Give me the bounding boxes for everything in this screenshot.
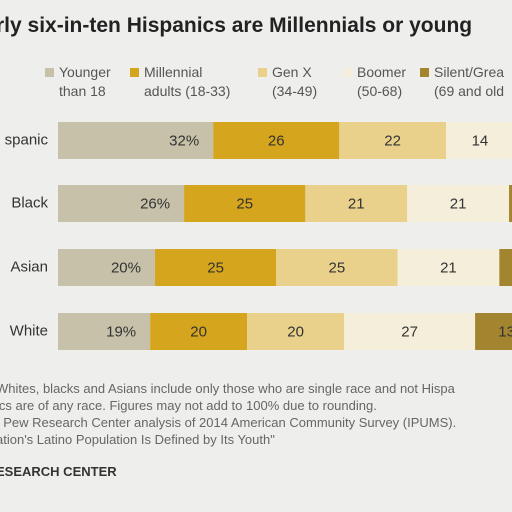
legend-entry: Millennial adults (18-33) [130, 63, 230, 101]
category-label: Black [11, 194, 48, 211]
category-label: Asian [10, 258, 48, 275]
value-label: 32% [169, 132, 199, 149]
legend-swatch [343, 68, 352, 77]
bar-segment [475, 313, 512, 350]
category-label: spanic [5, 131, 49, 148]
value-label: 14 [472, 132, 489, 149]
bar-segment [58, 249, 155, 286]
bar-segment [276, 249, 398, 286]
bar-segment [184, 185, 306, 222]
bar-segment [339, 122, 446, 159]
legend-entry: Younger than 18 [45, 63, 111, 101]
bar-segment [397, 249, 500, 286]
note-line: ics are of any race. Figures may not add… [0, 398, 377, 413]
value-label: 25 [207, 259, 224, 276]
category-label: White [10, 322, 48, 339]
legend-swatch [420, 68, 429, 77]
bar-segment [150, 313, 248, 350]
value-label: 21 [348, 195, 365, 212]
bar-segment [58, 313, 151, 350]
legend-swatch [45, 68, 54, 77]
bar-segment [499, 249, 512, 286]
bar-segment [446, 122, 512, 159]
note-line: : Pew Research Center analysis of 2014 A… [0, 415, 457, 430]
bar-segment [247, 313, 345, 350]
bar-segment [509, 185, 512, 222]
value-label: 22 [384, 132, 401, 149]
bar-segment [213, 122, 340, 159]
chart-title: rly six-in-ten Hispanics are Millennials… [0, 14, 473, 37]
legend-entry: Boomer (50-68) [343, 63, 406, 101]
bar-segment [344, 313, 476, 350]
value-label: 21 [450, 195, 467, 212]
footer: ESEARCH CENTER [0, 464, 117, 479]
value-label: 25 [329, 259, 346, 276]
note-line: Whites, blacks and Asians include only t… [0, 381, 455, 396]
bar-segment [58, 122, 214, 159]
value-label: 21 [440, 259, 457, 276]
bar-segment [58, 185, 185, 222]
legend-entry: Silent/Grea (69 and old [420, 63, 504, 101]
bar-segment [305, 185, 408, 222]
value-label: 26% [140, 195, 170, 212]
value-label: 19% [106, 323, 136, 340]
legend-entry: Gen X (34-49) [258, 63, 317, 101]
bar-segment [155, 249, 277, 286]
value-label: 13 [498, 323, 512, 340]
value-label: 20% [111, 259, 141, 276]
value-label: 25 [236, 195, 253, 212]
value-label: 20 [287, 323, 304, 340]
legend-swatch [258, 68, 267, 77]
bar-segment [407, 185, 510, 222]
value-label: 26 [268, 132, 285, 149]
note-line: ation's Latino Population Is Defined by … [0, 432, 275, 447]
value-label: 27 [401, 323, 418, 340]
legend-swatch [130, 68, 139, 77]
value-label: 20 [190, 323, 207, 340]
